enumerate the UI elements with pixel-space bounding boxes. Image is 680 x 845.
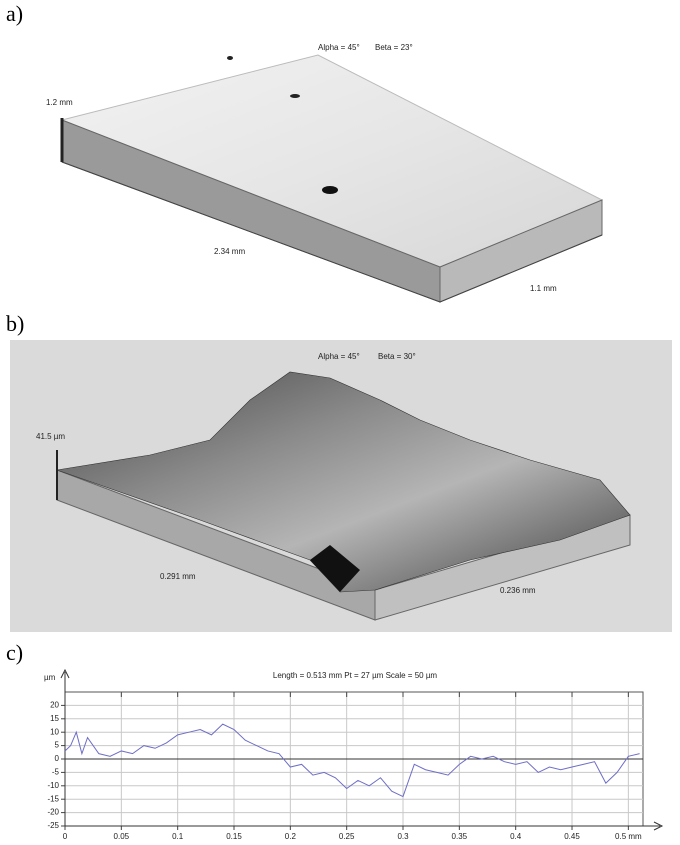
x-tick-label: 0.15 xyxy=(226,832,242,841)
y-tick-label: 0 xyxy=(55,754,60,763)
y-tick-label: -15 xyxy=(47,794,59,803)
height-label: 41.5 µm xyxy=(36,432,65,441)
panel-label: a) xyxy=(6,1,23,26)
length-label: 2.34 mm xyxy=(214,247,245,256)
y-axis-arrow xyxy=(60,668,70,679)
height-label: 1.2 mm xyxy=(46,98,73,107)
y-tick-label: -25 xyxy=(47,821,59,830)
y-axis-label: µm xyxy=(44,673,56,682)
panel-label: b) xyxy=(6,311,24,336)
block-a xyxy=(60,54,604,303)
x-tick-label: 0.35 xyxy=(452,832,468,841)
alpha-label: Alpha = 45° xyxy=(318,43,360,52)
beta-label: Beta = 23° xyxy=(375,43,413,52)
x-tick-label: 0.45 xyxy=(564,832,580,841)
alpha-label: Alpha = 45° xyxy=(318,352,360,361)
x-tick-label: 0.4 xyxy=(510,832,522,841)
profile-line xyxy=(64,723,640,798)
y-tick-label: -5 xyxy=(52,768,60,777)
plot-area: -25 -20 -15 -10 -5 0 5 10 15 20 0 0.05 0.1 0.15 0.2 0.2… xyxy=(47,668,664,841)
x-tick-label: 0.2 xyxy=(285,832,297,841)
chart-title: Length = 0.513 mm Pt = 27 µm Scale = 50 … xyxy=(273,671,438,680)
y-tick-label: -10 xyxy=(47,781,59,790)
panel-label: c) xyxy=(6,640,23,665)
length-label: 0.291 mm xyxy=(160,572,196,581)
y-tick-label: 20 xyxy=(50,701,59,710)
y-tick-label: -20 xyxy=(47,808,59,817)
width-label: 1.1 mm xyxy=(530,284,557,293)
width-label: 0.236 mm xyxy=(500,586,536,595)
x-tick-label: 0.25 xyxy=(339,832,355,841)
y-tick-label: 5 xyxy=(55,741,60,750)
x-tick-label: 0 xyxy=(63,832,68,841)
x-tick-label: 0.05 xyxy=(114,832,130,841)
beta-label: Beta = 30° xyxy=(378,352,416,361)
x-axis-arrow xyxy=(653,821,664,831)
x-tick-label: 0.5 mm xyxy=(615,832,642,841)
block-b xyxy=(56,371,631,621)
y-tick-label: 15 xyxy=(50,714,59,723)
x-tick-label: 0.3 xyxy=(397,832,409,841)
y-tick-label: 10 xyxy=(50,727,59,736)
x-tick-label: 0.1 xyxy=(172,832,184,841)
